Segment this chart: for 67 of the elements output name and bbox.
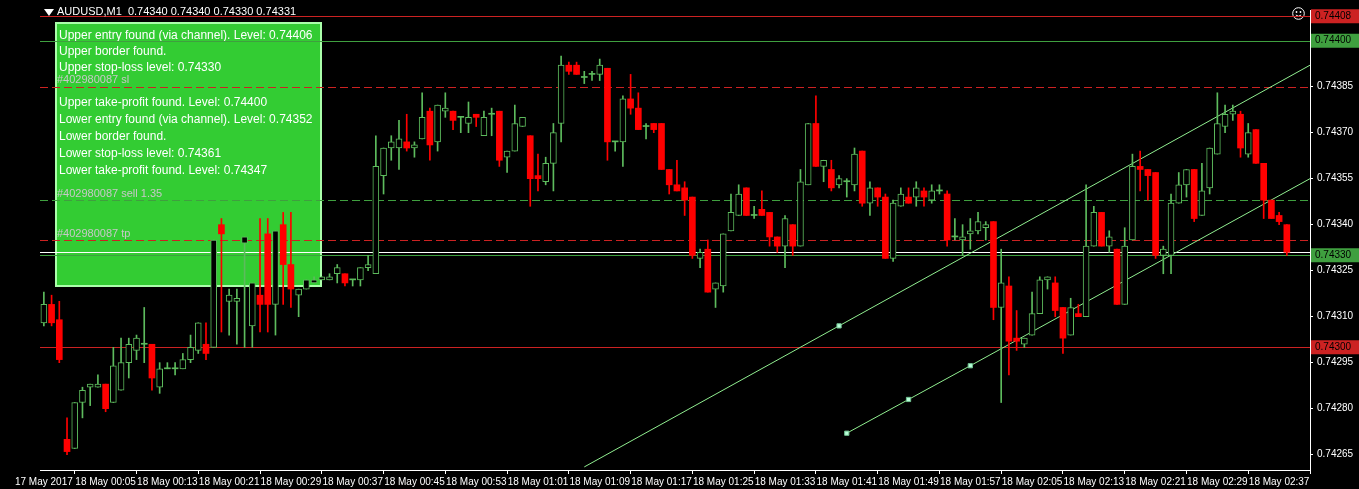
ref-line-label: 0.74300 [1315,341,1352,353]
chart-title: AUDUSD,M1 0.74340 0.74340 0.74330 0.74331 [57,5,297,18]
point [836,323,842,329]
x-tick-label: 17 May 2017 [14,475,74,487]
ref-line-label: #402980087 tp [57,226,131,239]
x-tick-label: 18 May 02:21 [1125,475,1187,487]
candlestick [387,135,395,161]
y-tick-label: 0.74355 [1317,172,1354,184]
candlestick [225,288,233,336]
annotation: Lower stop-loss level: 0.74361 [59,146,222,160]
ref-line-label: #402980087 sell 1.35 [57,186,163,199]
ref-line-label: #402980087 sl [57,73,130,86]
x-tick-label: 18 May 01:09 [569,475,631,487]
x-tick-label: 18 May 01:57 [940,475,1002,487]
candlestick [982,221,990,241]
x-tick-label: 18 May 00:13 [137,475,199,487]
x-tick-label: 18 May 01:17 [631,475,693,487]
candlestick [233,288,241,345]
candlestick [588,71,596,81]
y-tick-label: 0.74295 [1317,356,1354,368]
x-tick-label: 18 May 00:29 [260,475,322,487]
annotation: Upper take-profit found. Level: 0.74400 [59,95,268,109]
x-tick-label: 18 May 02:13 [1063,475,1125,487]
point [905,396,912,403]
candlestick [202,322,210,360]
point [967,363,973,369]
x-tick-label: 18 May 01:33 [754,475,816,487]
annotation: Upper entry found (via channel). Level: 0.74406 [59,28,313,42]
x-tick-label: 18 May 02:29 [1187,475,1249,487]
annotation: Lower take-profit found. Level: 0.74347 [59,163,268,177]
candlestick [580,71,588,84]
y-tick-label: 0.74325 [1317,264,1354,276]
annotation: Upper stop-loss level: 0.74330 [59,60,222,74]
candlestick [750,205,758,219]
candlestick [1136,150,1144,192]
x-tick-label: 18 May 01:41 [816,475,878,487]
y-tick-label: 0.74340 [1317,218,1354,230]
candlestick [966,218,974,250]
annotation: Lower border found. [59,129,167,143]
x-tick-label: 18 May 02:37 [1248,475,1310,487]
x-tick-label: 18 May 01:25 [692,475,754,487]
x-tick-label: 18 May 02:05 [1001,475,1063,487]
x-tick-label: 18 May 00:21 [198,475,260,487]
ref-line-label: 0.74408 [1315,9,1352,21]
x-tick-label: 18 May 00:45 [384,475,446,487]
x-tick-label: 18 May 00:05 [75,475,137,487]
y-tick-label: 0.74385 [1317,80,1354,92]
y-tick-label: 0.74280 [1317,402,1354,414]
ref-line-label: 0.74400 [1315,34,1352,46]
annotation: Upper border found. [59,44,167,58]
x-tick-label: 18 May 01:49 [878,475,940,487]
candlestick [86,383,94,406]
point [844,430,850,436]
annotation: Lower entry found (via channel). Level: 0.74352 [59,112,313,126]
candlestick [642,123,650,140]
ref-line-label: 0.74330 [1315,249,1352,261]
candlestick [140,307,148,363]
x-tick-label: 18 May 00:37 [322,475,384,487]
candlestick [997,248,1005,403]
x-tick-label: 18 May 01:01 [507,475,569,487]
candlestick [441,92,449,118]
candlestick [457,116,465,133]
y-tick-label: 0.74265 [1317,448,1354,460]
x-tick-label: 18 May 00:53 [445,475,507,487]
y-tick-label: 0.74370 [1317,126,1354,138]
y-tick-label: 0.74310 [1317,310,1354,322]
candlestick [403,113,411,152]
